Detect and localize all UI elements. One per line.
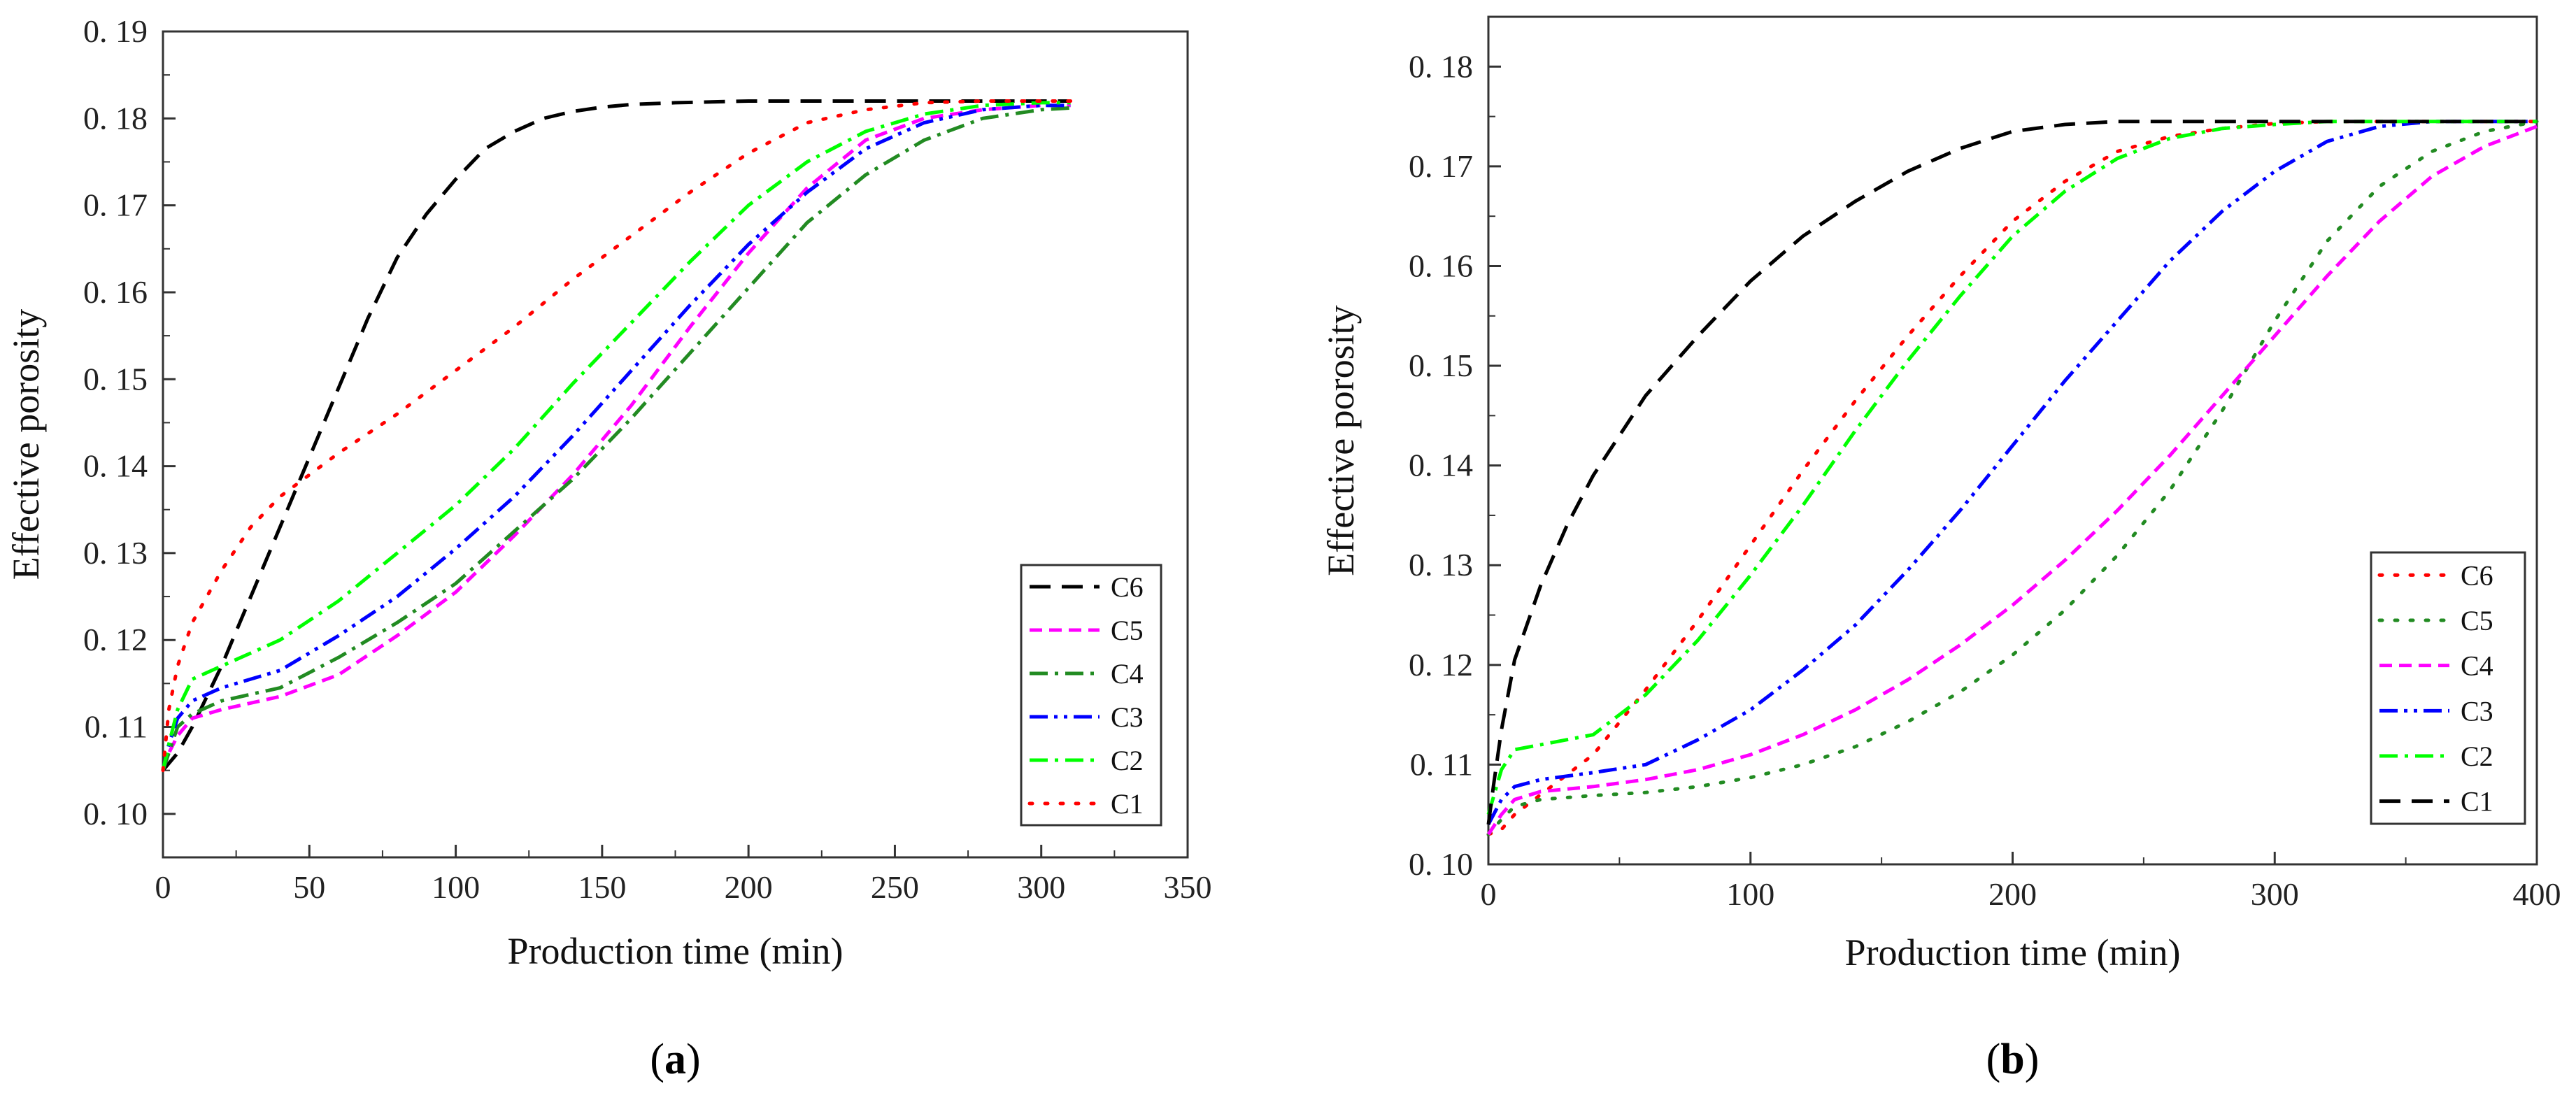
- y-tick-label: 0. 17: [1409, 148, 1473, 184]
- x-tick-label: 100: [432, 869, 480, 905]
- legend-label-c5: C5: [1111, 615, 1144, 646]
- legend-label-c3: C3: [1111, 701, 1144, 733]
- series-line-c2: [161, 101, 1071, 771]
- y-tick-label: 0. 13: [83, 535, 148, 571]
- x-tick-label: 400: [2513, 876, 2561, 912]
- y-tick-label: 0. 12: [1409, 647, 1473, 683]
- legend-label-c5: C5: [2461, 605, 2493, 636]
- x-axis-title: Production time (min): [508, 930, 844, 972]
- series-line-c5: [161, 103, 1071, 771]
- y-tick-label: 0. 12: [83, 622, 148, 657]
- chart-panel-b: 0 100 200 300 400 0. 10 0. 11 0. 12 0. 13 0. 14 0.…: [1320, 15, 2561, 1083]
- panel-label: (a): [650, 1036, 700, 1083]
- legend-box: [1020, 564, 1162, 827]
- y-axis-title: Effective porosity: [1320, 305, 1362, 576]
- x-tick-label: 200: [725, 869, 773, 905]
- series-line-c2: [1486, 120, 2537, 815]
- x-tick-label: 50: [293, 869, 325, 905]
- legend-label-c2: C2: [2461, 741, 2493, 772]
- y-tick-label: 0. 14: [1409, 448, 1473, 483]
- legend-label-c4: C4: [1111, 658, 1144, 690]
- x-tick-label: 200: [1988, 876, 2037, 912]
- legend-label-c1: C1: [2461, 786, 2493, 817]
- x-tick-label: 250: [871, 869, 919, 905]
- legend-label-c6: C6: [2461, 559, 2493, 591]
- y-tick-label: 0. 16: [83, 274, 148, 310]
- y-tick-label: 0. 10: [1409, 846, 1473, 882]
- legend-label-c6: C6: [1111, 571, 1144, 603]
- y-tick-label: 0. 17: [83, 187, 148, 223]
- legend-box: [2370, 551, 2526, 825]
- legend-label-c1: C1: [1111, 788, 1144, 820]
- panel-letter: b: [2000, 1036, 2024, 1083]
- x-tick-label: 100: [1726, 876, 1774, 912]
- legend-label-c4: C4: [2461, 650, 2493, 682]
- y-tick-label: 0. 15: [1409, 348, 1473, 383]
- legend-label-c2: C2: [1111, 745, 1144, 776]
- y-tick-label: 0. 19: [83, 13, 148, 49]
- y-tick-label: 0. 11: [1410, 746, 1473, 782]
- series-line-c1: [1486, 120, 2537, 825]
- x-tick-label: 300: [1017, 869, 1065, 905]
- x-tick-label: 350: [1164, 869, 1212, 905]
- y-tick-label: 0. 16: [1409, 248, 1473, 283]
- y-axis-title: Effective porosity: [5, 309, 47, 580]
- y-tick-label: 0. 11: [85, 709, 148, 745]
- chart-panel-a: 0 50 100 150 200 250 300 350 0. 10 0. 11 0. 12 0. 1…: [5, 13, 1212, 1083]
- y-tick-label: 0. 18: [83, 100, 148, 136]
- series-line-c3: [161, 103, 1071, 771]
- series-line-c4: [161, 106, 1071, 771]
- y-tick-label: 0. 15: [83, 361, 148, 397]
- series-line-c3: [1486, 120, 2537, 826]
- y-tick-label: 0. 18: [1409, 48, 1473, 84]
- x-tick-label: 150: [578, 869, 626, 905]
- series-line-c4: [1486, 124, 2538, 836]
- y-tick-label: 0. 10: [83, 796, 148, 831]
- panel-label: (b): [1986, 1036, 2040, 1083]
- y-tick-label: 0. 13: [1409, 547, 1473, 583]
- series-line-c6: [162, 99, 1071, 772]
- y-tick-label: 0. 14: [83, 448, 148, 484]
- x-tick-label: 0: [155, 869, 171, 905]
- x-tick-label: 300: [2251, 876, 2299, 912]
- legend-label-c3: C3: [2461, 695, 2493, 727]
- x-tick-label: 0: [1481, 876, 1497, 912]
- x-axis-title: Production time (min): [1845, 931, 2181, 973]
- panel-letter: a: [664, 1036, 686, 1083]
